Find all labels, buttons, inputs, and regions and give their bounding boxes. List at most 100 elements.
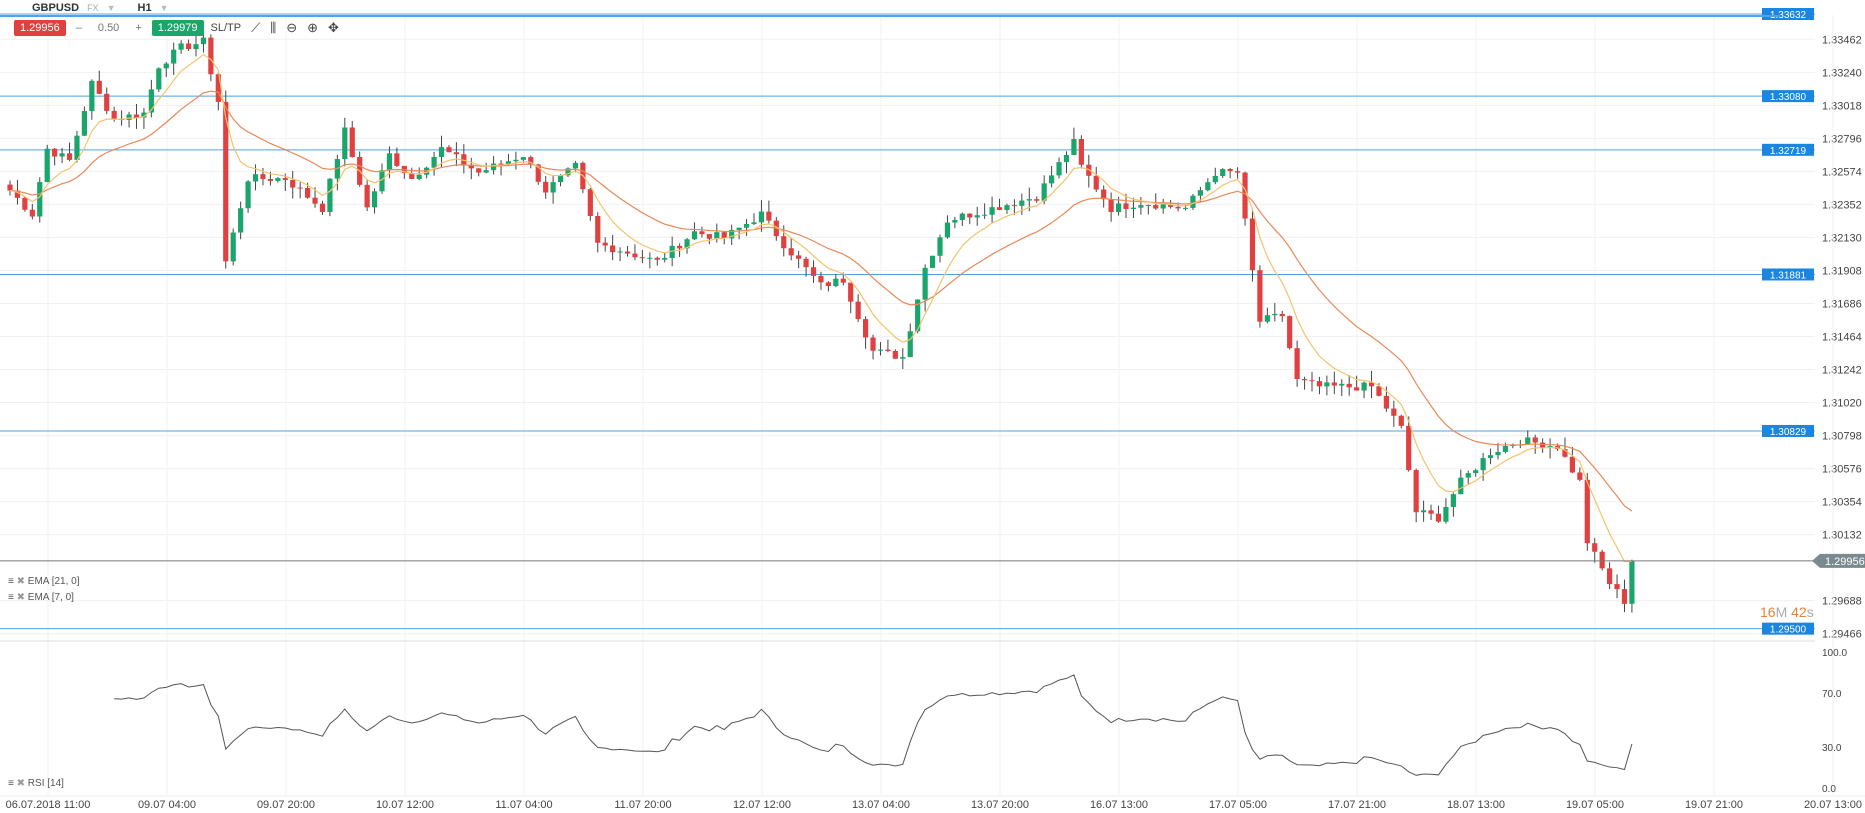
- candle-body: [1257, 270, 1263, 322]
- trade-toolbar: 1.29956 – 0.50 + 1.29979 SL/TP ⟋ ⫼ ⊖ ⊕ ✥: [14, 20, 342, 36]
- time-tick-label: 19.07 05:00: [1566, 799, 1624, 811]
- candle-body: [491, 163, 497, 171]
- price-tick-label: 1.33462: [1822, 34, 1862, 46]
- candle-body: [1227, 169, 1233, 172]
- candle-body: [245, 181, 251, 209]
- time-tick-label: 10.07 12:00: [376, 799, 434, 811]
- candle-body: [215, 74, 221, 102]
- chevron-down-icon[interactable]: ▼: [106, 2, 116, 13]
- candle-body: [929, 255, 936, 268]
- candle-body: [1190, 195, 1196, 208]
- candle-body: [468, 164, 474, 169]
- candle-body: [156, 68, 162, 90]
- candle-body: [1584, 479, 1590, 544]
- price-tick-label: 1.30354: [1822, 497, 1862, 509]
- candle-body: [1607, 568, 1613, 585]
- rsi-legend[interactable]: ≡ ✖ RSI [14]: [8, 778, 64, 790]
- buy-price-button[interactable]: 1.29979: [151, 20, 204, 36]
- candle-body: [863, 319, 869, 338]
- candle-body: [974, 215, 980, 218]
- candle-body: [1614, 584, 1620, 590]
- remove-icon[interactable]: ✖: [16, 778, 26, 789]
- price-tick-label: 1.29688: [1822, 596, 1862, 608]
- candle-body: [959, 213, 965, 221]
- candle-body: [1435, 513, 1442, 522]
- price-level-label: 1.31881: [1770, 270, 1807, 281]
- spread-decrease[interactable]: –: [75, 22, 82, 34]
- candle-body: [967, 213, 973, 218]
- candle-body: [200, 37, 207, 45]
- candle-body: [706, 234, 712, 239]
- candle-body: [1041, 183, 1047, 201]
- candle-body: [1197, 190, 1203, 196]
- candle-body: [1138, 205, 1144, 208]
- time-tick-label: 12.07 12:00: [733, 799, 791, 811]
- sell-price-button[interactable]: 1.29956: [14, 20, 66, 36]
- candle-body: [1108, 199, 1114, 213]
- candles-icon[interactable]: ⫼: [270, 20, 277, 35]
- candle-body: [1577, 472, 1583, 480]
- candle-body: [729, 229, 735, 239]
- price-level-label: 1.33080: [1770, 92, 1807, 103]
- candle-body: [1458, 477, 1464, 495]
- candle-body: [1145, 205, 1151, 207]
- sl-tp-button[interactable]: SL/TP: [210, 22, 242, 34]
- ema21-legend[interactable]: ≡ ✖ EMA [21, 0]: [8, 576, 80, 588]
- menu-icon[interactable]: ≡: [8, 576, 14, 587]
- candle-body: [543, 181, 549, 193]
- time-tick-label: 18.07 13:00: [1447, 799, 1505, 811]
- candle-body: [1235, 171, 1241, 173]
- candle-body: [37, 182, 43, 217]
- candle-body: [483, 170, 489, 173]
- candle-body: [513, 159, 519, 162]
- candle-body: [557, 175, 564, 183]
- price-level-badge: [1762, 268, 1814, 281]
- time-tick-label: 20.07 13:00: [1804, 799, 1862, 811]
- move-icon[interactable]: ✥: [328, 20, 339, 35]
- candle-body: [267, 179, 273, 181]
- candle-body: [610, 245, 616, 253]
- remove-icon[interactable]: ✖: [16, 592, 26, 603]
- candle-body: [1525, 437, 1531, 445]
- candle-body: [319, 203, 326, 213]
- ema7-label: EMA [7, 0]: [27, 592, 74, 603]
- candle-body: [743, 224, 750, 228]
- candle-body: [208, 37, 214, 75]
- candle-body: [840, 278, 846, 283]
- candle-body: [684, 239, 690, 249]
- candle-body: [290, 180, 296, 188]
- candle-body: [1406, 425, 1412, 471]
- candle-body: [1532, 437, 1538, 443]
- price-level-label: 1.30829: [1770, 427, 1807, 438]
- candle-body: [1495, 451, 1501, 456]
- candle-body: [736, 227, 742, 230]
- line-chart-icon[interactable]: ⟋: [251, 20, 261, 35]
- candle-body: [238, 208, 244, 233]
- candle-body: [855, 301, 861, 320]
- zoom-out-icon[interactable]: ⊖: [286, 20, 298, 35]
- symbol-tab[interactable]: GBPUSD FX ▼ H1 ▼: [0, 2, 176, 14]
- candle-body: [1592, 543, 1598, 552]
- price-tick-label: 1.33240: [1822, 67, 1862, 79]
- candle-body: [1413, 470, 1419, 513]
- candle-body: [937, 237, 943, 256]
- candle-body: [89, 80, 95, 112]
- candle-timer: 16M 42s: [1760, 604, 1814, 620]
- candle-body: [1212, 175, 1218, 183]
- candle-body: [781, 236, 787, 249]
- candle-body: [409, 173, 415, 179]
- candle-body: [1599, 551, 1605, 569]
- candle-body: [1294, 348, 1300, 380]
- chevron-down-icon[interactable]: ▼: [159, 2, 169, 13]
- candle-body: [833, 278, 839, 287]
- candle-body: [825, 282, 831, 287]
- timeframe-label[interactable]: H1: [137, 1, 152, 14]
- zoom-in-icon[interactable]: ⊕: [307, 20, 318, 35]
- menu-icon[interactable]: ≡: [8, 778, 14, 789]
- spread-increase[interactable]: +: [135, 22, 142, 34]
- menu-icon[interactable]: ≡: [8, 592, 14, 603]
- ema7-legend[interactable]: ≡ ✖ EMA [7, 0]: [8, 592, 74, 604]
- candle-body: [1220, 169, 1226, 176]
- remove-icon[interactable]: ✖: [16, 576, 26, 587]
